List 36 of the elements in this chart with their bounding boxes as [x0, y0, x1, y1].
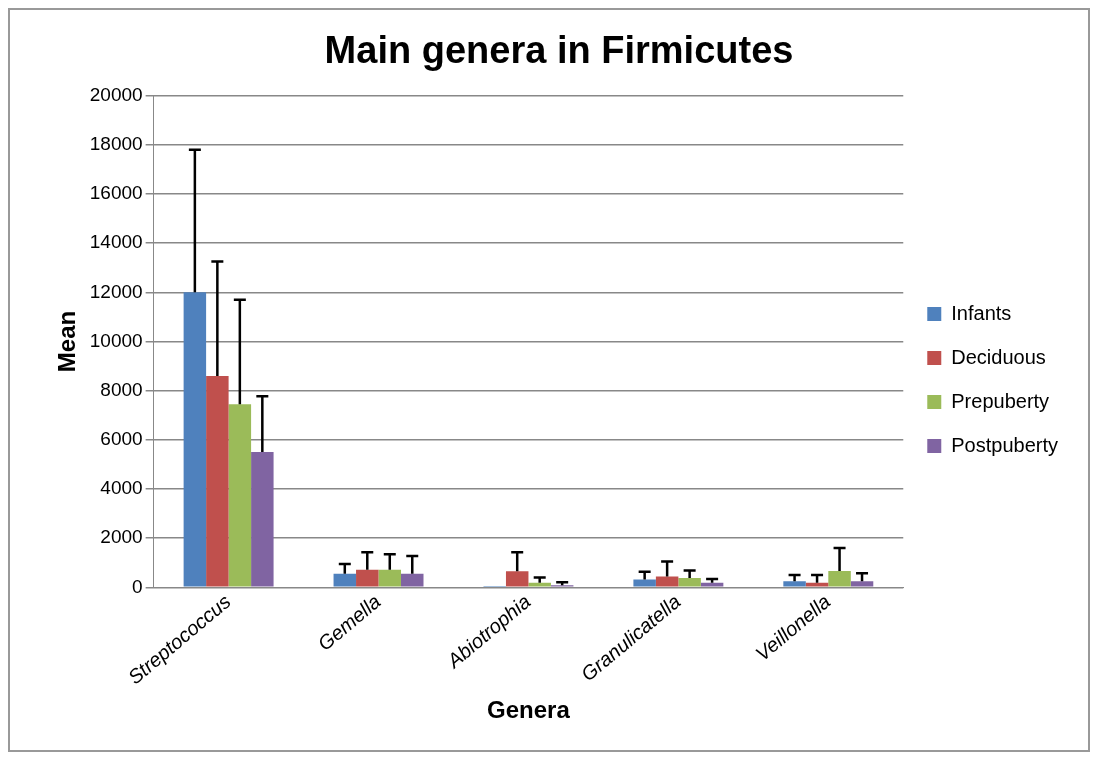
y-tick-label: 14000 — [89, 231, 143, 253]
bar — [505, 571, 529, 587]
x-axis-title: Genera — [487, 696, 571, 724]
bar — [700, 582, 724, 587]
bar — [378, 569, 402, 587]
bar — [655, 576, 679, 587]
bar — [783, 581, 806, 587]
y-axis-title: Mean — [53, 310, 81, 373]
bar — [183, 292, 207, 587]
y-tick-label: 10000 — [89, 329, 143, 351]
bar — [678, 578, 701, 587]
y-tick-label: 18000 — [89, 133, 143, 155]
bar — [828, 570, 851, 587]
y-tick-label: 4000 — [100, 477, 143, 499]
legend-label: Deciduous — [951, 345, 1046, 368]
legend-label: Postpuberty — [951, 433, 1059, 456]
y-tick-label: 6000 — [100, 428, 143, 450]
y-tick-label: 16000 — [89, 182, 143, 204]
bar — [356, 569, 379, 587]
legend-label: Prepuberty — [951, 389, 1050, 412]
y-tick-label: 12000 — [89, 280, 143, 302]
legend-label: Infants — [951, 301, 1012, 324]
y-tick-label: 8000 — [100, 378, 143, 400]
bar — [805, 582, 829, 587]
chart-title: Main genera in Firmicutes — [324, 29, 794, 72]
y-tick-label: 20000 — [89, 83, 143, 105]
bar — [333, 573, 357, 587]
bar — [401, 573, 424, 587]
y-tick-label: 2000 — [100, 526, 143, 548]
bar — [633, 579, 656, 587]
bar — [850, 581, 874, 587]
bar — [251, 452, 274, 587]
bar — [206, 375, 229, 587]
y-tick-label: 0 — [132, 575, 143, 597]
bar — [528, 582, 551, 587]
bar — [228, 404, 252, 587]
